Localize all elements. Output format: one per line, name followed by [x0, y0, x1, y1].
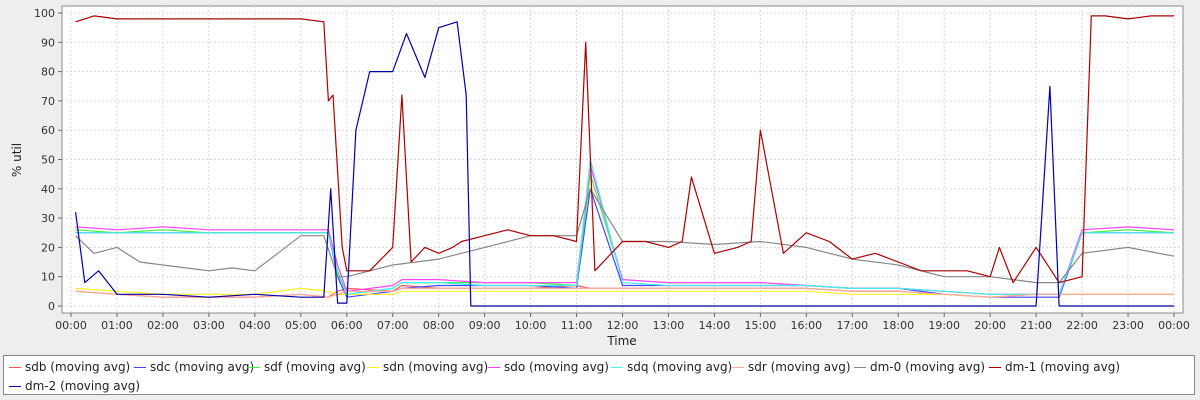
x-tick-label: 15:00: [745, 319, 777, 332]
legend-label: sdq (moving avg): [627, 360, 733, 374]
x-tick-label: 13:00: [653, 319, 685, 332]
legend-swatch: [9, 366, 21, 368]
legend-label: sdb (moving avg): [25, 360, 131, 374]
x-tick-label: 01:00: [101, 319, 133, 332]
legend-swatch: [134, 366, 146, 368]
y-tick-label: 50: [41, 154, 55, 167]
series-line-dm-1: [75, 15, 1174, 284]
y-tick-label: 90: [41, 36, 55, 49]
legend-item: sdr (moving avg): [732, 358, 851, 376]
x-tick-label: 18:00: [882, 319, 914, 332]
y-tick-label: 10: [41, 271, 55, 284]
x-tick-label: 21:00: [1020, 319, 1052, 332]
x-tick-label: 00:00: [55, 319, 87, 332]
legend-item: dm-2 (moving avg): [9, 377, 140, 395]
y-tick-label: 100: [34, 7, 55, 20]
legend-label: sdr (moving avg): [748, 360, 851, 374]
x-tick-label: 02:00: [147, 319, 179, 332]
legend-item: sdo (moving avg): [488, 358, 609, 376]
x-tick-label: 23:00: [1112, 319, 1144, 332]
series-line-dm-0: [75, 188, 1175, 284]
legend-swatch: [488, 366, 500, 368]
grid-lines: [62, 6, 1183, 313]
x-tick-label: 08:00: [423, 319, 455, 332]
legend-swatch: [854, 366, 866, 368]
x-tick-label: 04:00: [239, 319, 271, 332]
legend-item: dm-0 (moving avg): [854, 358, 985, 376]
series-line-dm-2: [75, 21, 1174, 307]
y-tick-label: 70: [41, 95, 55, 108]
y-tick-label: 30: [41, 212, 55, 225]
x-axis: 00:00 01:00 02:00 03:00 04:00 05:00 06:00 07:00…: [55, 313, 1190, 332]
legend-item: dm-1 (moving avg): [989, 358, 1120, 376]
x-axis-label: Time: [606, 334, 636, 348]
legend-item: sdq (moving avg): [611, 358, 732, 376]
x-tick-label: 22:00: [1066, 319, 1098, 332]
x-tick-label: 19:00: [928, 319, 960, 332]
x-tick-label: 05:00: [285, 319, 317, 332]
legend-item: sdn (moving avg): [367, 358, 488, 376]
legend-label: dm-0 (moving avg): [870, 360, 986, 374]
series-line-sdr: [75, 287, 1174, 298]
x-tick-label: 16:00: [790, 319, 822, 332]
y-tick-label: 60: [41, 124, 55, 137]
line-chart: 0 10 20 30 40 50 60 70 80 90 100 00:00 01:00 02:00 03…: [10, 5, 1190, 348]
legend-swatch: [9, 385, 21, 387]
legend-swatch: [989, 366, 1001, 368]
y-tick-label: 40: [41, 183, 55, 196]
legend-label: sdo (moving avg): [504, 360, 609, 374]
x-tick-label: 11:00: [561, 319, 593, 332]
series-line-sdq: [75, 158, 1174, 295]
legend-label: sdc (moving avg): [150, 360, 255, 374]
legend-swatch: [732, 366, 744, 368]
legend-item: sdb (moving avg): [9, 358, 130, 376]
legend-swatch: [611, 366, 623, 368]
legend: sdb (moving avg) sdc (moving avg) sdf (mov…: [3, 355, 1195, 395]
y-tick-label: 20: [41, 241, 55, 254]
legend-swatch: [248, 366, 260, 368]
x-tick-label: 12:00: [607, 319, 639, 332]
y-tick-label: 80: [41, 66, 55, 79]
y-axis: 0 10 20 30 40 50 60 70 80 90 100: [34, 7, 62, 313]
x-tick-label: 07:00: [377, 319, 409, 332]
x-tick-label: 09:00: [469, 319, 501, 332]
legend-label: dm-1 (moving avg): [1005, 360, 1121, 374]
x-tick-label: 06:00: [331, 319, 363, 332]
legend-label: sdf (moving avg): [264, 360, 366, 374]
x-tick-label: 03:00: [193, 319, 225, 332]
legend-label: dm-2 (moving avg): [25, 379, 141, 393]
legend-label: sdn (moving avg): [383, 360, 489, 374]
legend-item: sdf (moving avg): [248, 358, 366, 376]
x-tick-label: 00:00: [1158, 319, 1190, 332]
series-lines: [75, 15, 1175, 307]
legend-swatch: [367, 366, 379, 368]
y-axis-label: % util: [10, 143, 24, 177]
x-tick-label: 10:00: [515, 319, 547, 332]
x-tick-label: 14:00: [699, 319, 731, 332]
x-tick-label: 20:00: [974, 319, 1006, 332]
y-tick-label: 0: [48, 300, 55, 313]
legend-item: sdc (moving avg): [134, 358, 254, 376]
x-tick-label: 17:00: [836, 319, 868, 332]
